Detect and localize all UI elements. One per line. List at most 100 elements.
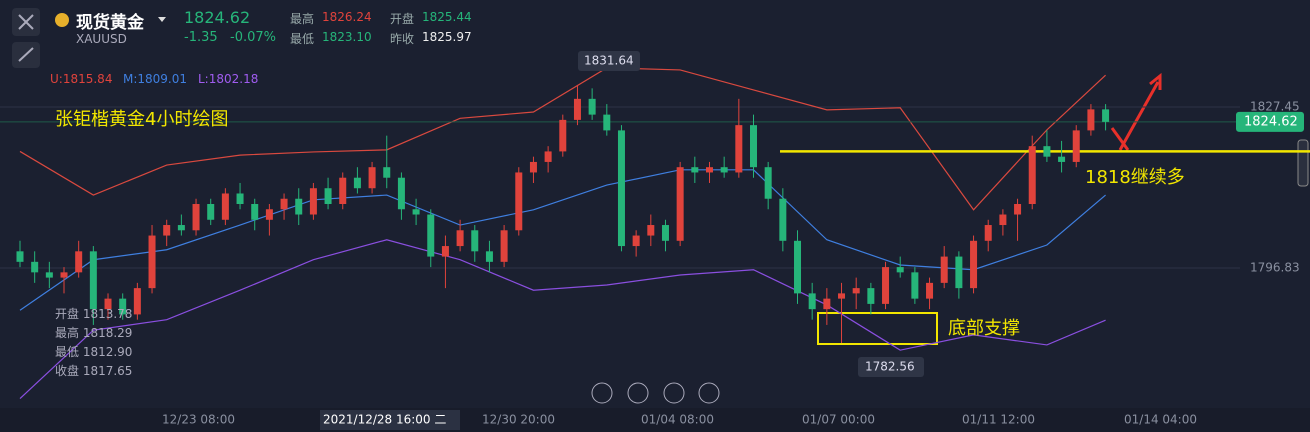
candle-body (750, 125, 757, 168)
candle-body (999, 214, 1007, 226)
candle-body (280, 198, 288, 210)
candle-body (207, 204, 215, 220)
dropdown-icon[interactable] (158, 17, 166, 22)
indicator: L:1802.18 (198, 72, 259, 86)
close-icon (18, 14, 34, 30)
zoom-in[interactable] (698, 382, 720, 404)
candle-body (500, 230, 508, 262)
candle-body (955, 256, 963, 289)
candle-body (603, 114, 611, 131)
candle-body (676, 167, 684, 241)
annotation: 底部支撑 (948, 318, 1020, 339)
symbol-code: XAUUSD (76, 32, 127, 46)
next[interactable] (663, 382, 685, 404)
candle-body (735, 125, 743, 173)
candle-body (133, 288, 141, 315)
prev[interactable] (627, 382, 649, 404)
band-line (19, 67, 1106, 211)
support-box (817, 312, 938, 345)
ohlc-overlay: 开盘 1813.78 (55, 307, 133, 321)
candle-body (1043, 146, 1051, 157)
change-pct: -0.07% (230, 30, 276, 45)
candle-body (236, 193, 244, 204)
candle-body (1028, 146, 1036, 204)
x-tick-label: 12/23 08:00 (162, 413, 235, 427)
candle-body (573, 98, 581, 120)
candle-body (970, 240, 978, 289)
candle-body (1102, 109, 1110, 122)
high-label: 1831.64 (584, 53, 634, 67)
candle-body (471, 230, 479, 252)
candle-body (544, 151, 552, 162)
candle-body (119, 298, 127, 315)
ohlc-overlay: 收盘 1817.65 (55, 364, 133, 378)
x-tick-label: 01/14 04:00 (1124, 413, 1197, 427)
candle-body (427, 214, 435, 257)
candle-body (559, 119, 567, 152)
candle-body (661, 225, 669, 241)
candle-body (251, 204, 259, 220)
stat-value: 1826.24 (322, 10, 372, 24)
zoom-out[interactable] (591, 382, 613, 404)
candle-body (163, 225, 171, 236)
low-label: 1782.56 (865, 360, 915, 374)
candle-body (221, 193, 229, 220)
x-tick-label: 01/04 08:00 (641, 413, 714, 427)
candle-body (148, 235, 156, 289)
x-tick-label: 2021/12/28 16:00 二 (323, 413, 446, 427)
candle-body (852, 288, 860, 294)
candle-body (617, 130, 625, 247)
low-tag (858, 357, 924, 378)
candle-body (779, 198, 787, 241)
candle-body (192, 204, 200, 231)
candle-body (794, 240, 802, 294)
candle-body (31, 261, 39, 273)
zoom-controls (591, 382, 720, 404)
high-tag (578, 50, 640, 71)
candle-body (647, 225, 655, 236)
candle-body (339, 177, 347, 204)
x-tick-label: 01/11 12:00 (962, 413, 1035, 427)
candle-body (1058, 156, 1066, 162)
chart-title: 张钜楷黄金4小时绘图 (55, 109, 228, 130)
candle-body (515, 172, 523, 231)
x-cursor-box (320, 410, 460, 430)
candle-body (588, 98, 596, 115)
ohlc-overlay: 最低 1812.90 (55, 345, 133, 359)
candle-body (177, 225, 185, 231)
candle-body (60, 272, 68, 278)
candle-body (867, 288, 875, 304)
last-price-label: 1824.62 (1244, 114, 1298, 129)
candle-body (911, 272, 919, 299)
candle-body (324, 188, 332, 204)
ohlc-overlay: 最高 1818.29 (55, 326, 133, 340)
stat-value: 1825.44 (422, 10, 472, 24)
candle-body (632, 235, 640, 247)
candle-body (397, 177, 405, 210)
stat-label: 开盘 (390, 12, 415, 26)
symbol-name: 现货黄金 (76, 13, 144, 33)
scrollbar[interactable] (1297, 139, 1309, 187)
candle-body (529, 161, 537, 173)
candle-body (1072, 130, 1080, 162)
indicator: U:1815.84 (50, 72, 113, 86)
x-axis-bar (0, 408, 1310, 432)
candle-body (16, 251, 24, 262)
candle-body (456, 230, 464, 247)
indicator: M:1809.01 (123, 72, 188, 86)
band-line (19, 239, 1106, 399)
arrow (1118, 72, 1162, 151)
stat-value: 1825.97 (422, 30, 472, 44)
candle-body (412, 209, 420, 215)
x-tick-label: 12/30 20:00 (482, 413, 555, 427)
candle-body (45, 272, 53, 278)
candle-body (940, 256, 948, 283)
candle-body (926, 282, 934, 299)
candle-body (75, 251, 83, 273)
candle-body (353, 177, 361, 189)
candle-body (368, 167, 376, 189)
candle-body (691, 167, 699, 173)
candle-body (1014, 204, 1022, 215)
candle-body (441, 246, 449, 257)
